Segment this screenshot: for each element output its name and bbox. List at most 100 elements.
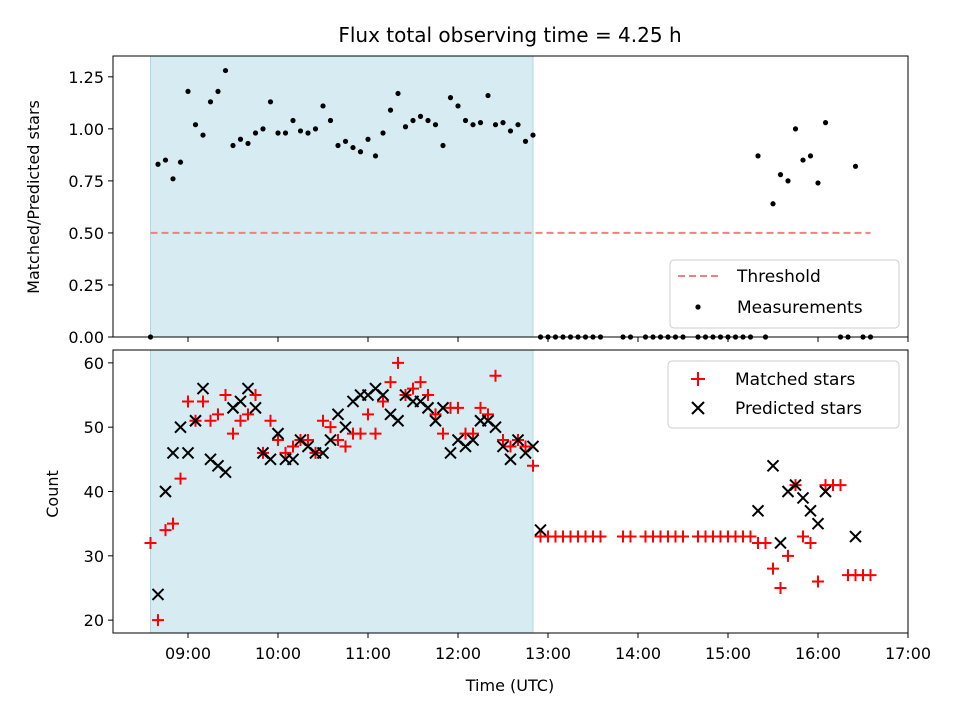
top-x-ticks	[187, 337, 909, 342]
matched-stars-point	[392, 356, 404, 369]
predicted-stars-point	[436, 401, 450, 415]
predicted-stars-point	[489, 420, 502, 434]
matched-stars-point	[677, 530, 689, 543]
measurement-point	[387, 107, 394, 113]
matched-stars-point	[212, 408, 224, 421]
y-tick-label: 0.50	[68, 224, 104, 243]
measurement-point	[162, 157, 169, 163]
measurement-point	[432, 122, 439, 128]
measurement-point	[395, 90, 401, 97]
predicted-stars-point	[331, 408, 345, 421]
legend-threshold-label: Threshold	[736, 267, 821, 287]
predicted-stars-point	[466, 433, 480, 447]
matched-stars-point	[354, 427, 367, 440]
matched-stars-point	[864, 569, 877, 582]
matched-stars-point	[249, 389, 262, 402]
matched-stars-point	[234, 414, 247, 427]
x-tick-label: 16:00	[795, 644, 841, 663]
measurement-point	[852, 163, 859, 169]
measurement-point	[192, 122, 199, 128]
measurement-point	[770, 201, 776, 207]
measurement-point	[185, 88, 191, 94]
x-tick-label: 09:00	[165, 644, 211, 663]
predicted-stars-point	[196, 382, 210, 395]
matched-stars-point	[197, 395, 209, 408]
measurement-point	[447, 95, 454, 101]
predicted-stars-point	[796, 491, 810, 505]
matched-stars-point	[774, 581, 787, 594]
measurement-point	[297, 128, 304, 134]
predicted-stars-point	[159, 485, 172, 498]
measurement-point	[305, 130, 311, 136]
legend-measurements-label: Measurements	[737, 298, 863, 318]
predicted-stars-point	[766, 459, 780, 472]
measurement-point	[177, 159, 184, 165]
x-tick-label: 11:00	[345, 644, 391, 663]
predicted-stars-point	[751, 504, 765, 518]
measurement-point	[200, 132, 206, 138]
measurement-point	[207, 99, 214, 105]
measurement-point	[357, 149, 364, 155]
predicted-stars-point	[166, 446, 180, 460]
bottom-y-ticks: 20 30 40 50 60	[84, 354, 113, 630]
predicted-stars-point	[324, 433, 337, 447]
measurement-point	[260, 126, 266, 132]
measurement-point	[777, 172, 784, 178]
matched-stars-point	[429, 408, 442, 421]
predicted-stars-point	[804, 504, 817, 518]
y-tick-label: 30	[84, 547, 104, 566]
measurement-point	[792, 126, 799, 132]
bottom-legend: Matched stars Predicted stars	[667, 360, 900, 429]
predicted-stars-point	[181, 446, 195, 460]
x-tick-label: 15:00	[705, 644, 751, 663]
measurement-point	[440, 142, 446, 149]
predicted-stars-point	[316, 446, 330, 460]
matched-stars-point	[219, 389, 232, 402]
y-tick-label: 1.00	[68, 120, 104, 139]
measurement-point	[327, 117, 334, 124]
predicted-stars-point	[504, 453, 517, 466]
chart-title: Flux total observing time = 4.25 h	[338, 23, 681, 47]
measurement-point	[320, 103, 326, 109]
measurement-point	[785, 178, 791, 184]
predicted-stars-point	[241, 382, 255, 395]
measurement-point	[230, 142, 236, 149]
measurement-point	[290, 117, 296, 124]
predicted-stars-point	[219, 465, 232, 479]
matched-stars-point	[834, 479, 847, 492]
matched-stars-point	[489, 369, 502, 382]
matched-stars-point	[369, 427, 382, 440]
predicted-stars-point	[174, 420, 187, 434]
measurement-point	[507, 128, 514, 134]
predicted-stars-point	[774, 536, 787, 550]
measurement-point	[425, 117, 431, 124]
measurement-point	[222, 67, 229, 74]
predicted-stars-point	[526, 440, 540, 453]
matched-stars-point	[287, 440, 299, 453]
x-tick-label: 12:00	[435, 644, 481, 663]
matched-stars-point	[204, 414, 217, 427]
legend-matched-label: Matched stars	[735, 370, 855, 390]
measurement-point	[462, 117, 469, 124]
measurement-point	[350, 144, 356, 151]
matched-stars-point	[744, 530, 757, 543]
bottom-panel: 20 30 40 50 60 09:00 10:00 11:00 12:00 13:00 14:0…	[43, 349, 931, 695]
measurement-point	[245, 140, 251, 147]
bottom-panel-marks	[144, 356, 877, 627]
matched-stars-point	[272, 434, 284, 447]
measurement-point	[402, 124, 409, 130]
matched-stars-point	[467, 427, 479, 440]
matched-stars-point	[474, 401, 487, 414]
measurement-point	[500, 120, 506, 126]
matched-stars-point	[414, 376, 427, 389]
measurement-point	[485, 92, 491, 99]
predicted-stars-point	[151, 588, 165, 601]
legend-measurements-swatch	[695, 304, 701, 310]
predicted-stars-point	[819, 485, 832, 498]
x-tick-label: 17:00	[885, 644, 931, 663]
matched-stars-point	[407, 382, 419, 395]
measurement-point	[237, 136, 244, 142]
observing-window-shade-bottom	[150, 349, 534, 634]
predicted-stars-point	[286, 453, 300, 466]
